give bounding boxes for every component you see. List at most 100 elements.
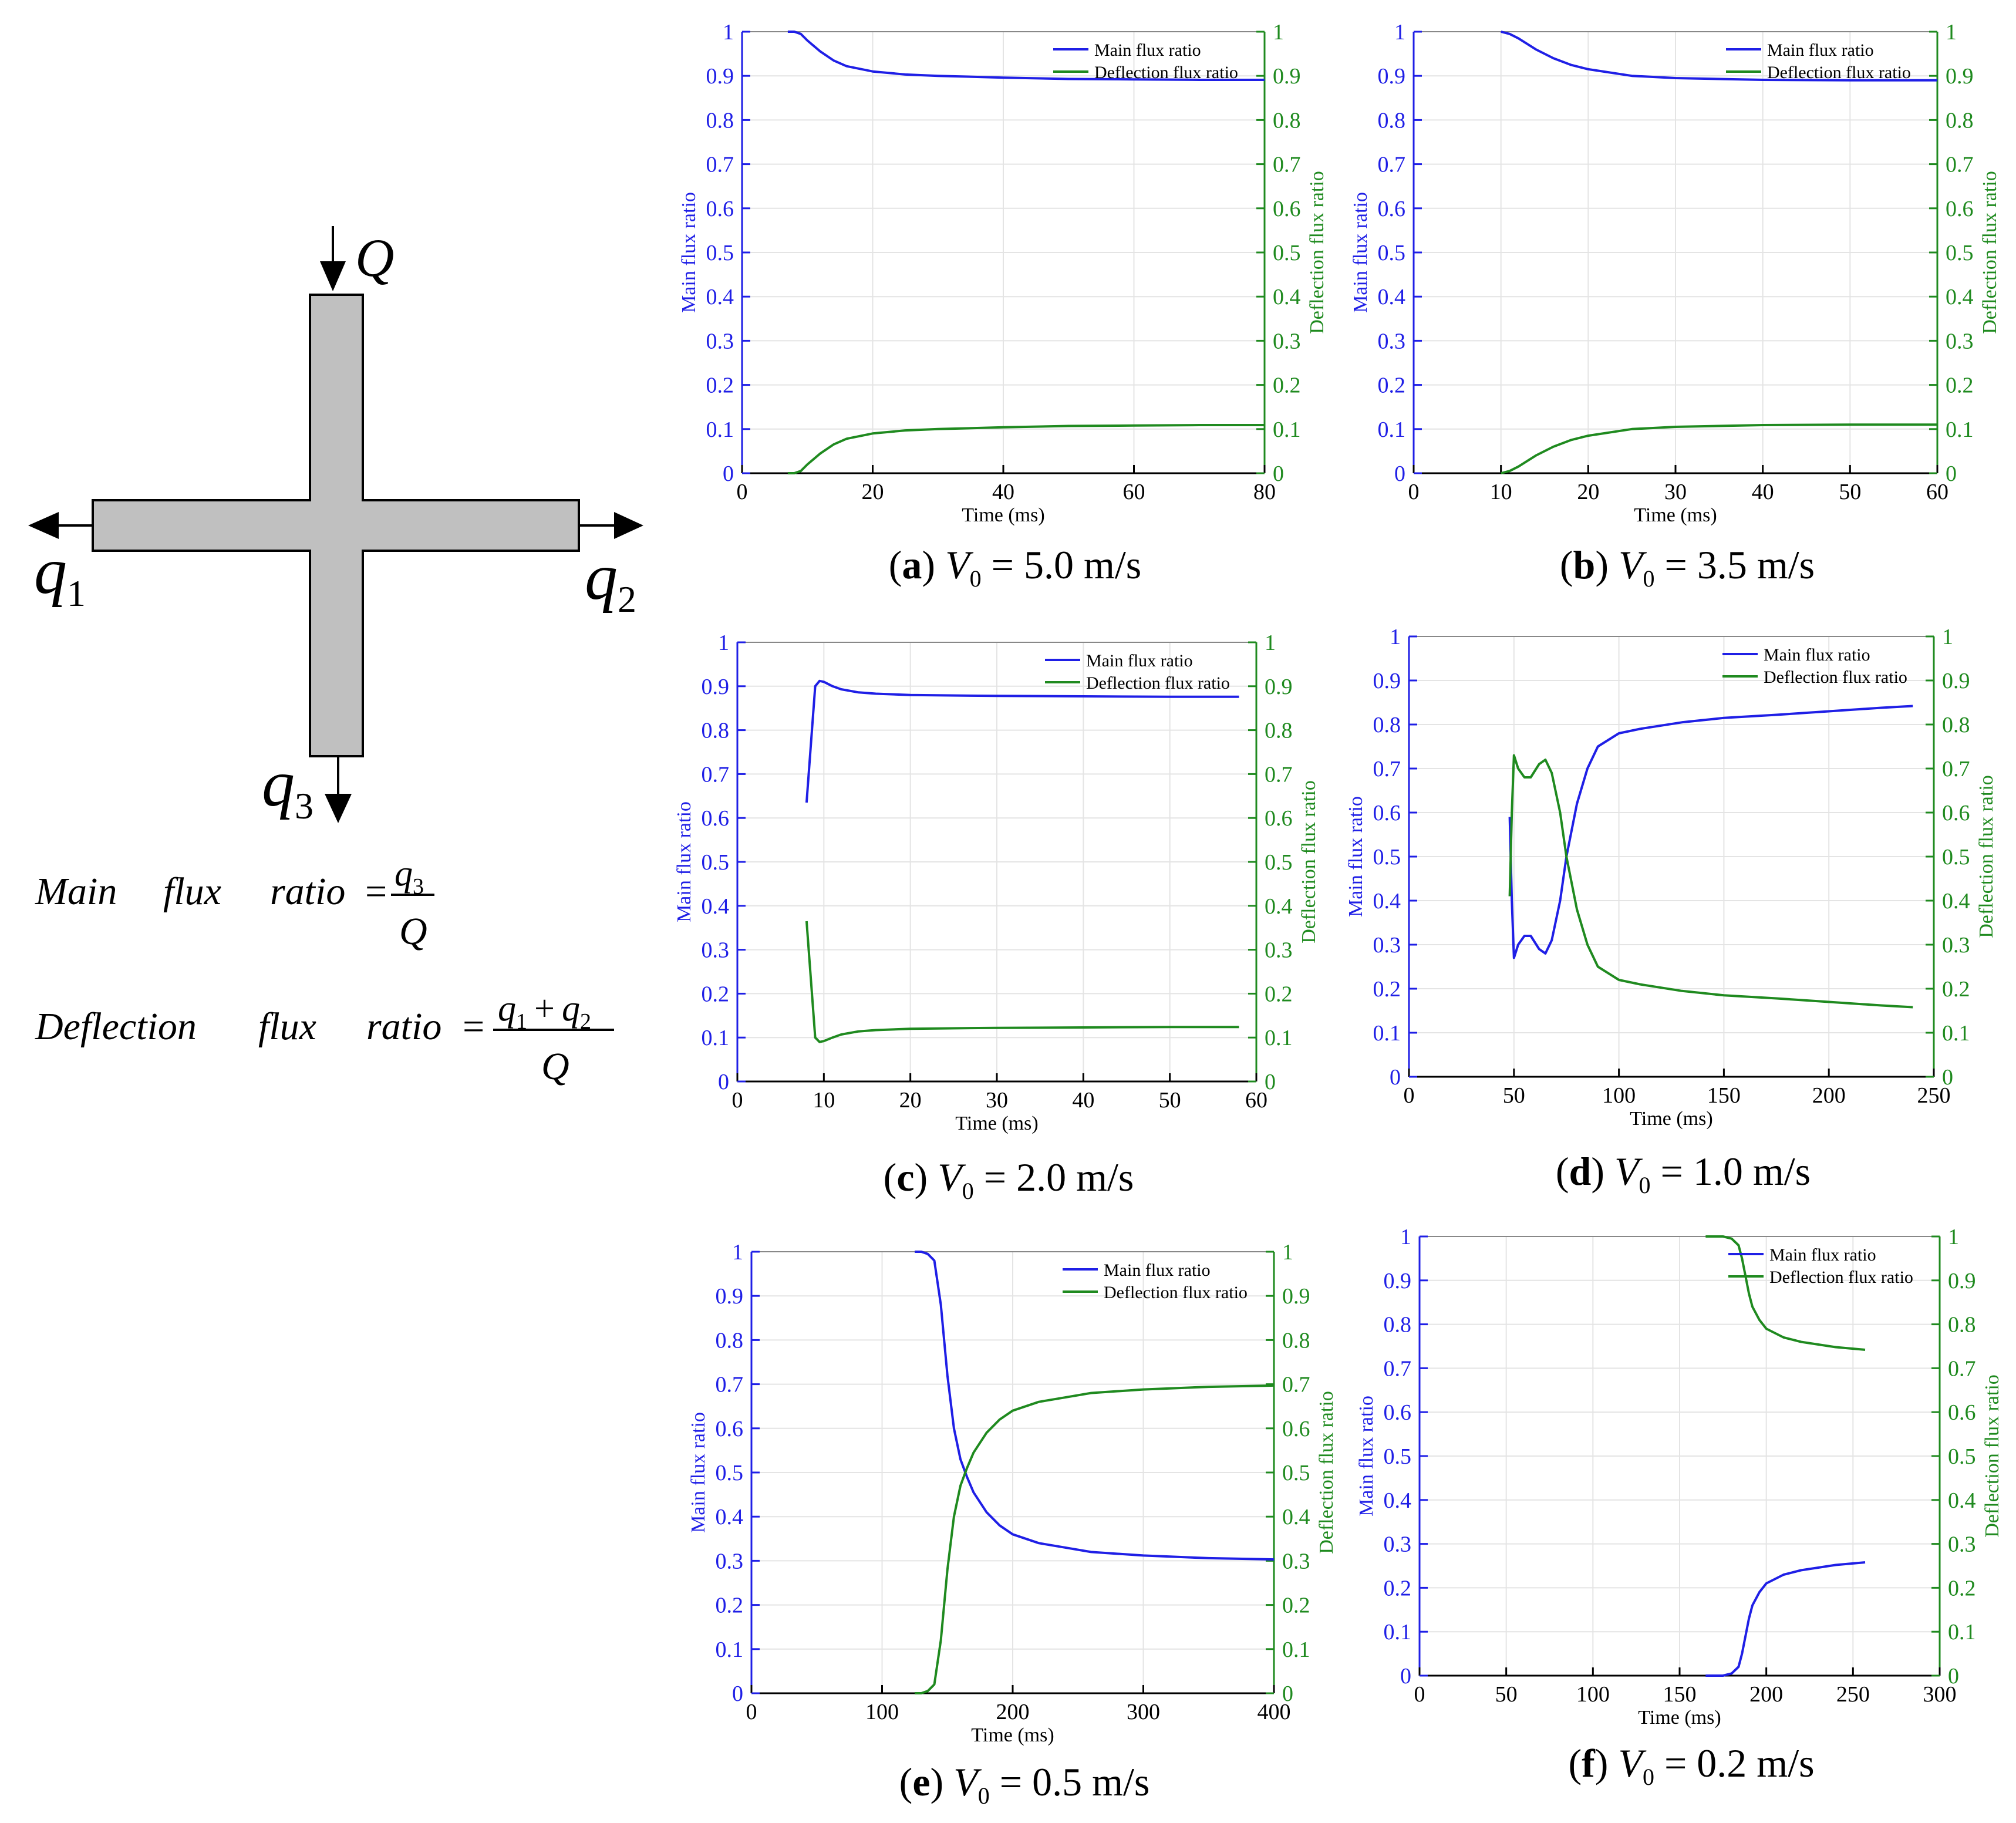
legend-label: Main flux ratio	[1086, 651, 1193, 670]
y-axis-label-left: Main flux ratio	[1345, 796, 1367, 917]
x-tick-label: 150	[1707, 1083, 1741, 1108]
y-tick-label-left: 0.5	[716, 1461, 744, 1485]
y-tick-label-left: 0.6	[1384, 1400, 1412, 1425]
y-tick-label-right: 0.5	[1282, 1461, 1310, 1485]
panel-caption: (d) V0 = 1.0 m/s	[1556, 1149, 1811, 1198]
outlet-right-label: q2	[585, 541, 636, 620]
y-tick-label-left: 0.8	[716, 1328, 744, 1353]
y-tick-label-left: 0.7	[1384, 1356, 1412, 1381]
y-tick-label-right: 1	[1948, 1225, 1959, 1249]
y-tick-label-left: 0.4	[1378, 285, 1406, 309]
y-tick-label-right: 0.4	[1265, 894, 1293, 919]
series-line-main	[1508, 705, 1913, 959]
y-tick-label-left: 0.9	[1373, 669, 1401, 693]
y-tick-label-right: 0.9	[1948, 1269, 1976, 1293]
x-tick-label: 50	[1159, 1088, 1181, 1113]
y-tick-label-right: 0.6	[1946, 197, 1974, 221]
legend-label: Deflection flux ratio	[1104, 1283, 1248, 1302]
main-flux-formula: Main flux ratio = q3 Q	[35, 854, 434, 953]
x-tick-label: 200	[1812, 1083, 1846, 1108]
outlet-left-label: q1	[34, 535, 86, 614]
deflection-formula-numerator: q1 + q2	[498, 989, 591, 1034]
y-tick-label-left: 1	[1390, 625, 1401, 649]
x-axis-label: Time (ms)	[1630, 1108, 1712, 1130]
series-line-deflection	[787, 424, 1265, 474]
y-tick-label-left: 0.9	[1378, 64, 1406, 89]
x-tick-label: 200	[1749, 1682, 1783, 1707]
y-tick-label-right: 0.4	[1273, 285, 1301, 309]
legend-label: Main flux ratio	[1767, 41, 1874, 60]
x-tick-label: 150	[1663, 1682, 1697, 1707]
y-axis-label-right: Deflection flux ratio	[1306, 171, 1328, 334]
y-tick-label-right: 0.1	[1942, 1021, 1970, 1046]
x-tick-label: 0	[737, 480, 748, 504]
y-tick-label-left: 0.2	[702, 982, 730, 1006]
y-tick-label-right: 0.8	[1942, 713, 1970, 737]
y-tick-label-left: 0.2	[1378, 373, 1406, 398]
series-line-deflection	[915, 1384, 1275, 1694]
x-tick-label: 50	[1495, 1682, 1518, 1707]
y-tick-label-left: 0.5	[1384, 1444, 1412, 1469]
series-line-main	[1501, 31, 1937, 82]
y-tick-label-right: 0.2	[1948, 1576, 1976, 1600]
y-tick-label-right: 0.2	[1946, 373, 1974, 398]
y-tick-label-left: 0.9	[706, 64, 734, 89]
y-tick-label-right: 0.2	[1265, 982, 1293, 1006]
y-tick-label-right: 0.8	[1948, 1313, 1976, 1337]
y-tick-label-left: 0.1	[1373, 1021, 1401, 1046]
x-tick-label: 250	[1917, 1083, 1951, 1108]
y-tick-label-left: 0.8	[702, 719, 730, 743]
y-tick-label-right: 0.4	[1942, 889, 1970, 914]
y-tick-label-left: 0.3	[716, 1549, 744, 1573]
x-tick-label: 0	[732, 1088, 743, 1113]
y-tick-label-left: 0.8	[1384, 1313, 1412, 1337]
y-tick-label-left: 0.1	[1384, 1620, 1412, 1645]
deflection-flux-formula: Deflection flux ratio = q1 + q2 Q	[35, 989, 614, 1088]
y-tick-label-right: 0.7	[1282, 1373, 1310, 1397]
y-tick-label-right: 0.1	[1946, 417, 1974, 442]
y-tick-label-right: 0	[1265, 1070, 1276, 1094]
series-line-deflection	[1501, 423, 1937, 474]
y-tick-label-left: 0.7	[1378, 153, 1406, 177]
series-line-deflection	[1705, 1235, 1866, 1351]
y-axis-label-left: Main flux ratio	[687, 1412, 709, 1533]
y-tick-label-right: 0.1	[1948, 1620, 1976, 1645]
series-line-main	[787, 31, 1265, 81]
y-tick-label-left: 0.8	[1373, 713, 1401, 737]
legend-label: Main flux ratio	[1104, 1261, 1211, 1280]
x-tick-label: 10	[813, 1088, 835, 1113]
outlet-right-arrow-head	[614, 512, 643, 539]
y-axis-label-right: Deflection flux ratio	[1979, 171, 2001, 334]
y-tick-label-left: 0	[1400, 1664, 1411, 1689]
x-tick-label: 200	[996, 1700, 1030, 1724]
y-tick-label-left: 0.3	[702, 938, 730, 963]
panel-caption: (f) V0 = 0.2 m/s	[1568, 1741, 1814, 1790]
panel-caption: (a) V0 = 5.0 m/s	[889, 542, 1141, 592]
y-tick-label-left: 0.7	[706, 153, 734, 177]
deflection-formula-word-3: ratio	[366, 1005, 441, 1048]
y-tick-label-right: 0	[1948, 1664, 1959, 1689]
y-tick-label-left: 0.3	[1373, 933, 1401, 958]
y-tick-label-left: 0.4	[1384, 1488, 1412, 1513]
y-tick-label-right: 0.3	[1282, 1549, 1310, 1573]
x-tick-label: 20	[899, 1088, 922, 1113]
deflection-formula-equals: =	[463, 1005, 484, 1048]
x-tick-label: 80	[1253, 480, 1276, 504]
cross-channel-diagram: Q q1 q2 q3	[28, 226, 643, 827]
deflection-formula-word-2: flux	[258, 1005, 316, 1048]
y-tick-label-right: 0.7	[1942, 757, 1970, 781]
y-tick-label-left: 0.4	[1373, 889, 1401, 914]
y-tick-label-right: 0.5	[1946, 241, 1974, 265]
x-tick-label: 0	[1404, 1083, 1415, 1108]
y-tick-label-right: 0.1	[1273, 417, 1301, 442]
y-axis-label-right: Deflection flux ratio	[1981, 1374, 2003, 1538]
x-tick-label: 60	[1926, 480, 1948, 504]
y-tick-label-left: 0.1	[716, 1637, 744, 1662]
main-formula-word-1: Main	[35, 870, 117, 913]
y-tick-label-left: 0.1	[1378, 417, 1406, 442]
y-tick-label-right: 0.1	[1265, 1026, 1293, 1050]
x-tick-label: 100	[1576, 1682, 1610, 1707]
y-tick-label-left: 0.9	[716, 1284, 744, 1309]
